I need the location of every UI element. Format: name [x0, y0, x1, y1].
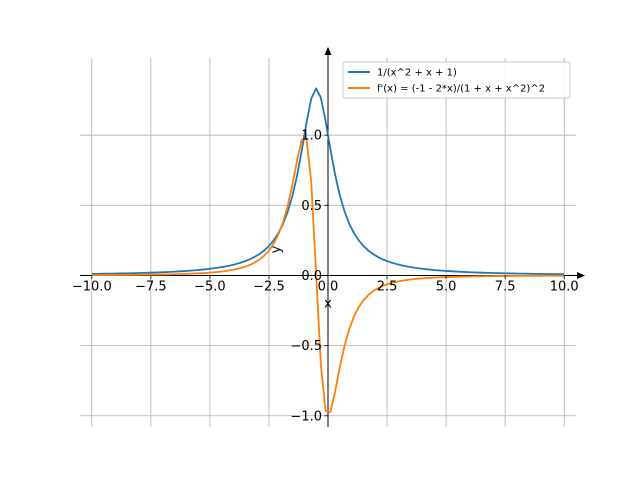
y-axis-label: y — [269, 245, 284, 253]
y-tick-label-1: −0.5 — [290, 339, 322, 354]
tick-labels: −10.0 −7.5 −5.0 −2.5 0.0 2.5 5.0 7.5 10.0 −1.0 −0.… — [72, 129, 579, 425]
x-axis-label: x — [324, 296, 332, 311]
y-tick-label-4: 1.0 — [301, 129, 322, 144]
y-axis-arrow — [324, 47, 332, 55]
x-tick-label-3: −2.5 — [253, 279, 285, 294]
series-line-1 — [91, 138, 565, 413]
legend: 1/(x^2 + x + 1) f'(x) = (-1 - 2*x)/(1 + … — [342, 61, 571, 99]
y-tick-label-0: −1.0 — [290, 409, 322, 424]
x-tick-label-6: 5.0 — [436, 279, 457, 294]
x-tick-label-2: −5.0 — [194, 279, 226, 294]
x-axis-arrow — [577, 271, 585, 279]
x-tick-label-7: 7.5 — [495, 279, 516, 294]
x-tick-label-1: −7.5 — [135, 279, 167, 294]
legend-label-0: 1/(x^2 + x + 1) — [377, 68, 457, 79]
legend-frame — [342, 61, 571, 99]
y-tick-label-2: 0.0 — [301, 269, 322, 284]
axes — [80, 47, 585, 427]
y-tick-label-3: 0.5 — [301, 199, 322, 214]
x-tick-label-8: 10.0 — [550, 279, 579, 294]
x-tick-label-0: −10.0 — [72, 279, 112, 294]
legend-label-1: f'(x) = (-1 - 2*x)/(1 + x + x^2)^2 — [377, 84, 545, 95]
x-tick-label-5: 2.5 — [377, 279, 398, 294]
x-tick-label-4: 0.0 — [318, 279, 339, 294]
